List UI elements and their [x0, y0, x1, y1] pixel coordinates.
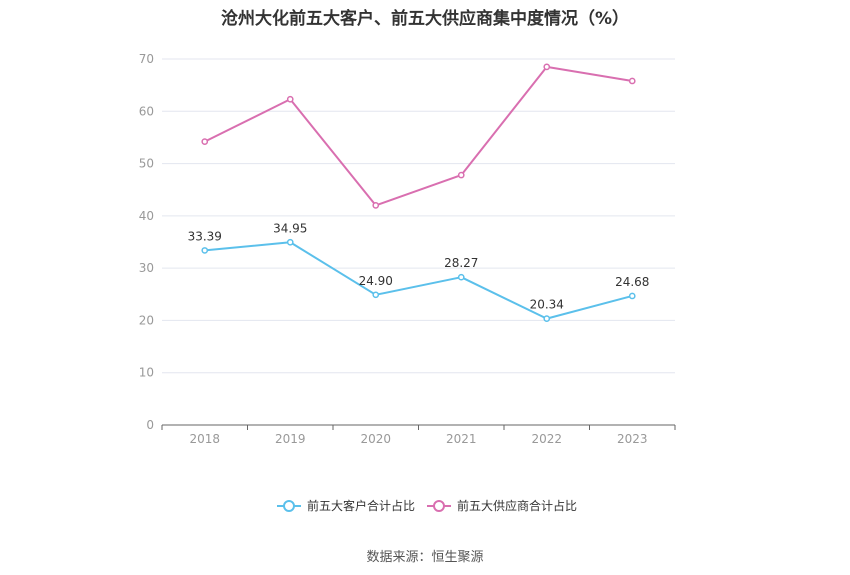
data-point-s1-2019	[286, 95, 294, 103]
data-point-s0-2018	[201, 247, 209, 254]
y-tick-label-70: 70	[139, 52, 154, 66]
y-tick-label-40: 40	[139, 209, 154, 223]
y-tick-label-10: 10	[139, 366, 154, 380]
data-label-2023: 24.68	[615, 275, 649, 289]
axes: 0 10 20 30 40 50 60 70 2018 2019 2020 2021 2022 2023	[139, 52, 676, 446]
series-lines	[201, 63, 636, 323]
data-label-2021: 28.27	[444, 256, 478, 270]
data-source: 数据来源：恒生聚源	[366, 550, 484, 565]
x-tick-label-2018: 2018	[189, 432, 220, 446]
legend: 前五大客户合计占比 前五大供应商合计占比	[277, 498, 577, 513]
x-tick-label-2019: 2019	[275, 432, 306, 446]
x-tick-label-2020: 2020	[360, 432, 391, 446]
legend-marker-1	[433, 500, 445, 512]
series-line-0	[204, 241, 633, 320]
data-point-s0-2019	[286, 238, 294, 246]
y-tick-label-60: 60	[139, 104, 154, 118]
data-point-s0-2020	[372, 291, 380, 299]
data-label-2022: 20.34	[530, 298, 564, 312]
y-tick-label-0: 0	[146, 418, 154, 432]
series-line-1	[204, 65, 633, 207]
legend-label-0: 前五大客户合计占比	[307, 498, 415, 513]
data-point-s1-2021	[457, 171, 465, 179]
chart-title: 沧州大化前五大客户、前五大供应商集中度情况（%）	[220, 9, 630, 29]
y-tick-label-50: 50	[139, 157, 154, 171]
grid-lines	[162, 58, 675, 374]
y-tick-label-30: 30	[139, 261, 154, 275]
data-point-s1-2018	[201, 138, 209, 145]
data-point-s1-2020	[372, 202, 380, 209]
data-point-s0-2021	[457, 273, 465, 281]
y-tick-label-20: 20	[139, 313, 154, 327]
data-point-s0-2023	[628, 292, 636, 300]
data-labels: 33.39 34.95 24.90 28.27 20.34 24.68	[188, 221, 650, 311]
legend-marker-0	[283, 500, 295, 512]
x-tick-label-2021: 2021	[446, 432, 477, 446]
x-tick-label-2022: 2022	[531, 432, 562, 446]
data-label-2020: 24.90	[359, 274, 393, 288]
legend-label-1: 前五大供应商合计占比	[457, 498, 577, 513]
data-point-s1-2022	[543, 63, 551, 71]
data-label-2018: 33.39	[188, 229, 222, 243]
data-label-2019: 34.95	[273, 221, 307, 235]
x-tick-label-2023: 2023	[617, 432, 648, 446]
data-point-s0-2022	[543, 315, 551, 323]
data-point-s1-2023	[628, 77, 636, 85]
